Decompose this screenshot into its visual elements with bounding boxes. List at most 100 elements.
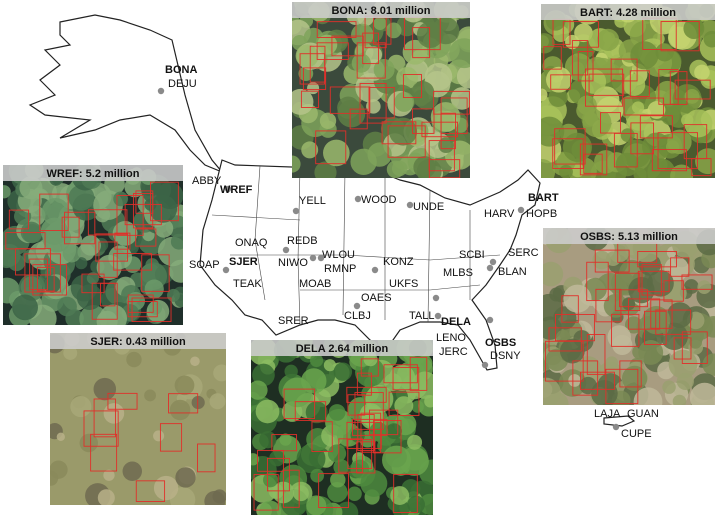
site-label: MLBS [443, 267, 473, 279]
crown-box [95, 233, 129, 262]
alaska [28, 14, 223, 173]
aerial-panel: WREF: 5.2 million [3, 165, 183, 325]
crown-box [681, 274, 713, 290]
tree-crown [684, 88, 700, 104]
crown-box [571, 40, 589, 76]
crown-box [674, 79, 711, 100]
tree-crown [50, 470, 59, 486]
crown-box [440, 112, 456, 150]
tree-crown [301, 368, 327, 394]
tree-crown [103, 469, 115, 481]
site-label: DELA [441, 316, 471, 328]
puerto-rico [603, 415, 636, 427]
crown-box [315, 130, 347, 165]
crown-box [83, 410, 119, 447]
tree-crown [148, 301, 163, 315]
crown-box [619, 289, 648, 308]
tree-crown [667, 129, 692, 155]
tree-crown [541, 88, 548, 102]
crown-box [651, 149, 687, 172]
tree-crown [292, 155, 301, 173]
tree-crown [305, 401, 328, 424]
site-label: BONA [165, 64, 197, 76]
tree-crown [170, 233, 183, 250]
crown-box [586, 334, 606, 375]
crown-box [368, 87, 395, 119]
tree-crown [562, 132, 593, 162]
tree-crown [407, 434, 423, 450]
crown-box [572, 360, 599, 396]
tree-crown [3, 247, 17, 269]
tree-crown [430, 102, 461, 132]
crown-box [691, 158, 712, 177]
crown-box [197, 443, 216, 473]
site-label: WLOU [322, 249, 355, 261]
crown-box [421, 121, 459, 138]
tree-crown [543, 377, 561, 405]
site-dot [157, 87, 165, 95]
title-bar [3, 165, 183, 181]
crown-box [637, 251, 677, 268]
tree-crown [543, 261, 564, 287]
crown-box [346, 386, 387, 403]
site-label: YELL [299, 195, 326, 207]
crown-box [402, 74, 423, 98]
site-label: SCBI [459, 249, 485, 261]
site-label: SOAP [189, 259, 220, 271]
aerial-panel: OSBS: 5.13 million [543, 228, 715, 405]
site-dot [517, 206, 525, 214]
crown-box [116, 195, 144, 236]
crown-box [586, 261, 609, 302]
title-bar [541, 4, 715, 20]
tree-crown [411, 81, 435, 105]
tree-crown [373, 59, 395, 81]
crown-box [562, 21, 599, 48]
tree-crown [607, 325, 631, 349]
site-label: UKFS [389, 278, 418, 290]
site-label: JERC [439, 346, 468, 358]
tree-crown [438, 137, 454, 154]
crown-box [409, 356, 428, 391]
crown-box [550, 74, 571, 90]
tree-crown [582, 108, 612, 138]
crown-box [381, 121, 417, 145]
tree-crown [631, 101, 645, 114]
tree-crown [697, 280, 712, 294]
crown-box [657, 132, 698, 170]
tree-crown [615, 152, 640, 177]
tree-crown [559, 164, 573, 178]
crown-box [433, 90, 470, 115]
crown-box [670, 257, 690, 277]
tree-crown [413, 156, 436, 178]
tree-crown [407, 495, 425, 514]
tree-crown [668, 349, 698, 379]
panel-title: BART: 4.28 million [580, 7, 676, 19]
crown-box [159, 423, 183, 452]
tree-crown [301, 141, 319, 159]
crown-box [15, 248, 51, 276]
panel-title: BONA: 8.01 million [331, 5, 430, 17]
aerial-panel: BART: 4.28 million [541, 4, 715, 178]
crown-box [64, 211, 96, 245]
tree-crown [284, 364, 298, 379]
tree-crown [360, 469, 388, 497]
tree-crown [638, 340, 664, 365]
crown-box [681, 331, 708, 364]
tree-crown [541, 33, 555, 54]
site-label: HOPB [526, 208, 557, 220]
tree-crown [77, 243, 95, 261]
tree-crown [251, 380, 268, 400]
site-dot [432, 294, 440, 302]
crown-box [257, 449, 284, 472]
tree-crown [153, 430, 165, 442]
site-dot [486, 316, 494, 324]
crown-box [393, 473, 418, 513]
crown-box [362, 32, 379, 65]
crown-box [588, 73, 625, 96]
site-label: RMNP [324, 263, 356, 275]
tree-crown [389, 364, 416, 391]
tree-crown [144, 279, 164, 299]
crown-box [114, 232, 131, 250]
crown-box [347, 394, 366, 416]
crown-box [37, 266, 55, 292]
